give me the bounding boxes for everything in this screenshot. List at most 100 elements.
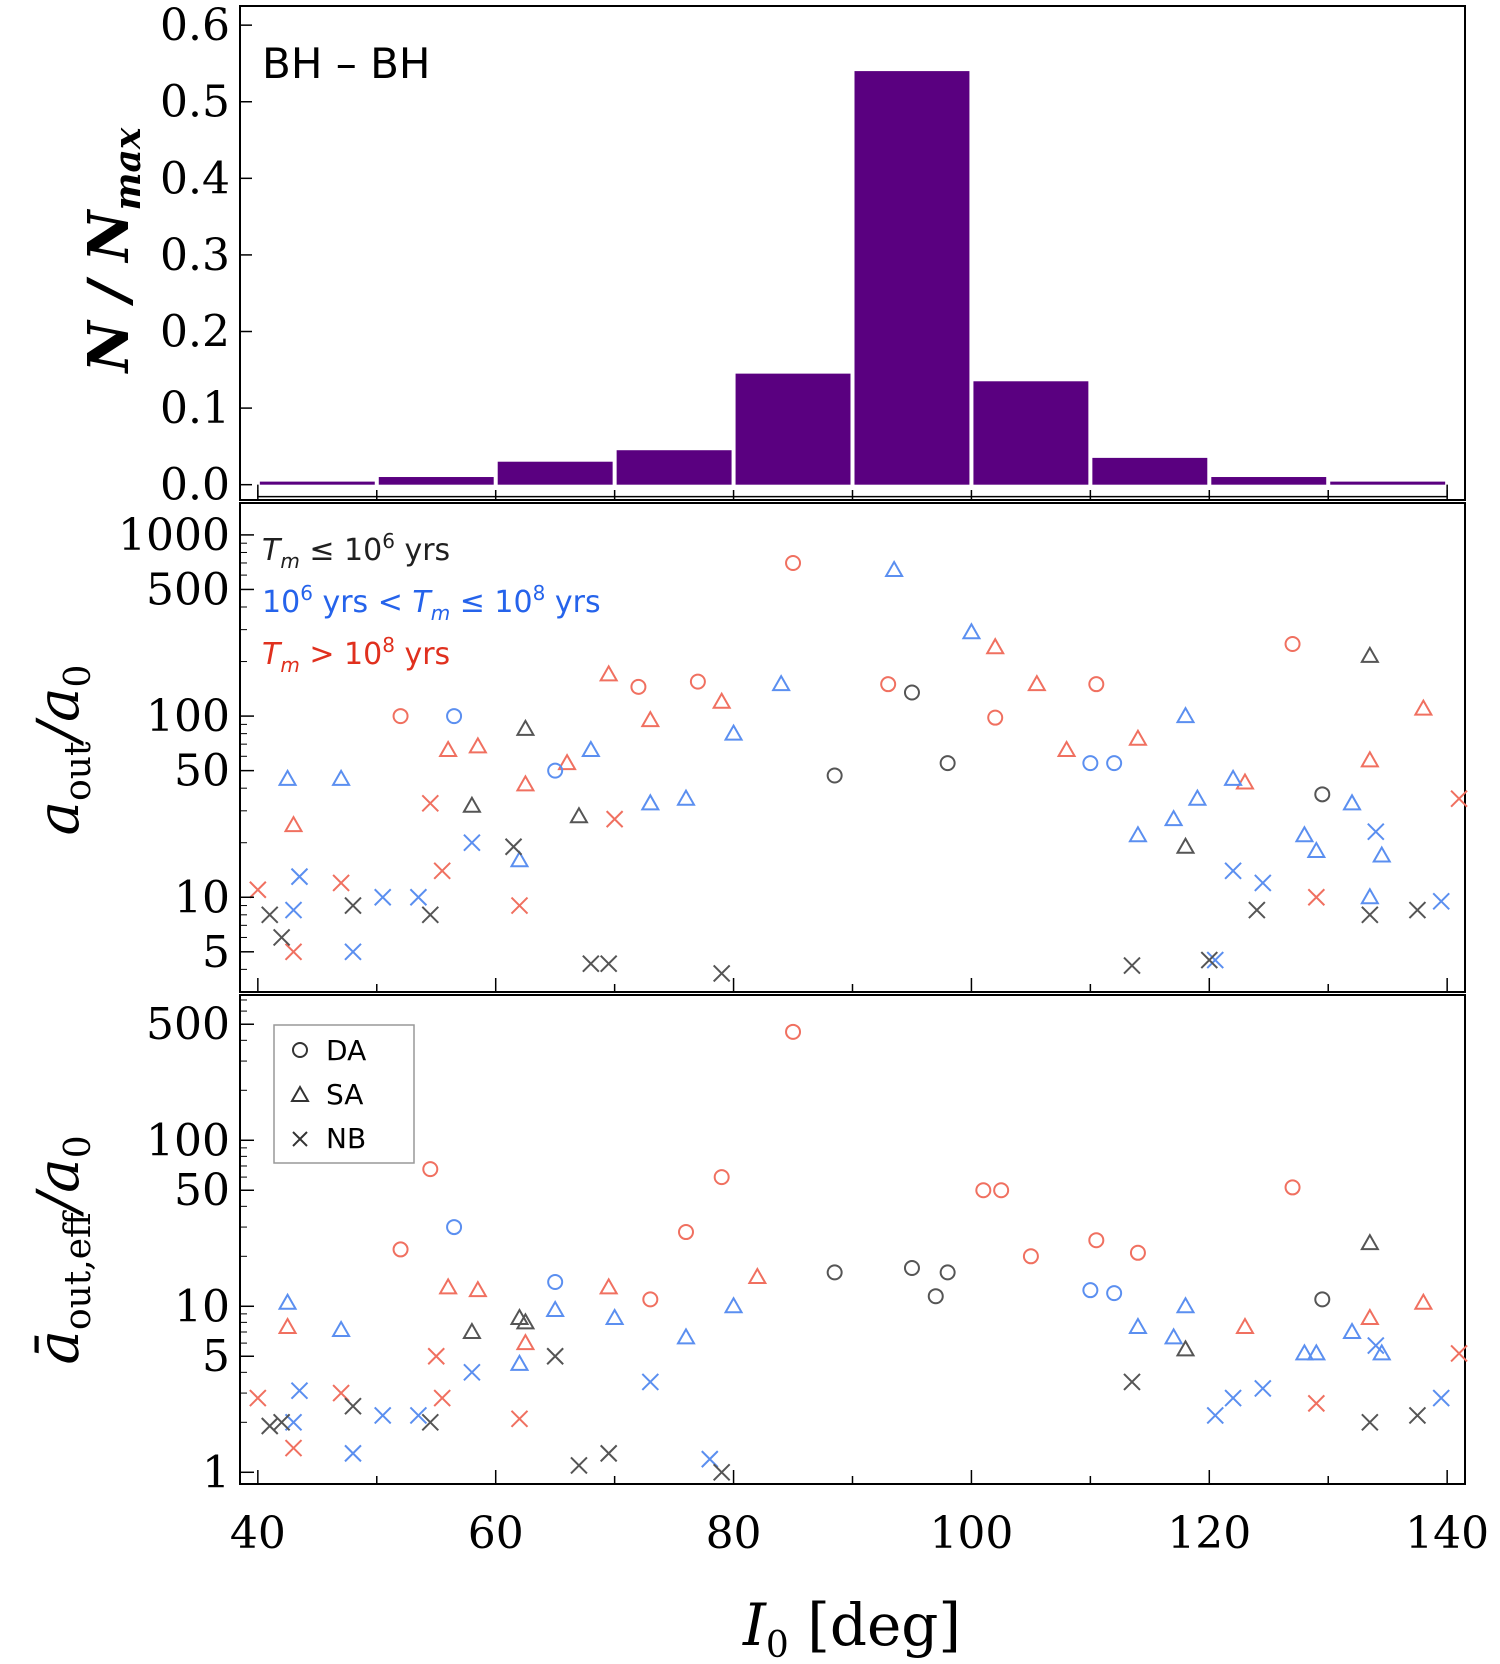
a-out-points [249,554,1468,983]
marker-legend: DA SA NB [273,1024,415,1164]
data-point-sa-8 [438,1277,458,1295]
data-point-sa-56 [676,1327,696,1345]
x-label-sub: 0 [766,1625,789,1664]
data-point-da-28 [642,1291,659,1308]
data-point-nb-51 [284,901,303,919]
data-point-nb-74 [1408,1406,1427,1425]
data-point-nb-69 [261,1417,279,1435]
histogram-y-label-main: N / N [76,209,142,375]
histogram-bar-9 [1211,477,1327,485]
data-point-sa-43 [1294,1343,1315,1361]
histogram-y-tick-label: 0.3 [160,230,230,281]
data-point-nb-14 [427,1347,445,1365]
legend-tm-short: Tm ≤ 106 yrs [262,529,450,573]
data-point-da-3 [975,1182,992,1199]
data-point-sa-68 [515,718,536,736]
data-point-nb-77 [272,928,291,947]
data-point-nb-18 [433,862,451,880]
data-point-nb-87 [599,954,618,973]
y-tick-label: 1 [202,1447,230,1498]
data-point-da-62 [939,1264,956,1281]
data-point-sa-56 [1187,788,1208,806]
data-point-nb-15 [433,1389,451,1407]
data-point-sa-27 [711,691,732,709]
data-point-nb-71 [504,838,523,856]
data-point-sa-43 [1294,825,1315,843]
data-point-sa-30 [277,1292,298,1310]
a-out-y-axis-label: aout/a0 [24,665,99,836]
data-point-sa-54 [1128,1317,1148,1335]
data-point-da-63 [1106,755,1123,772]
data-point-da-7 [392,1241,409,1258]
data-point-da-4 [993,1182,1010,1199]
data-point-da-81 [939,755,956,772]
histogram-annotation: BH – BH [262,39,431,88]
data-point-da-23 [1129,1244,1146,1261]
data-point-nb-16 [510,1410,529,1428]
histogram-panel: 0.0 0.1 0.2 0.3 0.4 0.5 0.6 BH – BH N / Nmax [76,0,1466,511]
data-point-sa-32 [884,560,904,578]
data-point-nb-14 [249,881,267,899]
legend-nb-label: NB [326,1122,366,1155]
data-point-nb-48 [1432,1389,1450,1407]
legend-tm-long: Tm > 108 yrs [262,633,450,677]
data-point-sa-25 [747,1267,768,1285]
x-tick-label-60: 60 [468,1508,524,1559]
data-point-sa-57 [604,1307,625,1325]
data-point-sa-8 [468,736,488,754]
data-point-da-29 [880,676,897,693]
data-point-da-80 [903,684,920,701]
data-point-sa-25 [557,753,577,771]
data-point-nb-75 [1123,1373,1141,1391]
data-point-sa-41 [509,850,530,868]
data-point-sa-57 [1223,768,1243,786]
data-point-da-24 [1022,1248,1039,1265]
data-point-nb-76 [261,906,279,924]
histogram-bars [257,71,1448,500]
legend-da-icon [292,1042,308,1058]
data-point-da-1 [1284,635,1301,652]
data-point-da-38 [547,762,564,779]
histogram-y-tick-label: 0.0 [160,460,230,511]
data-point-nb-86 [582,954,600,973]
y-tick-label: 100 [146,691,230,742]
data-point-sa-5 [1413,698,1434,716]
data-point-nb-19 [510,896,529,915]
data-point-sa-37 [331,768,351,786]
data-point-nb-46 [1367,823,1385,841]
data-point-nb-17 [1307,1394,1326,1413]
histogram-bar-3 [497,461,613,485]
data-point-nb-79 [712,1463,731,1481]
y-tick-label: 5 [202,927,230,978]
data-point-nb-52 [374,888,392,906]
legend-sa-icon [290,1084,310,1102]
y-tick-label: 5 [202,1331,230,1382]
data-point-sa-9 [283,815,304,833]
legend-sa-label: SA [326,1078,363,1111]
data-point-da-24 [689,673,706,690]
marker-legend-box [273,1024,415,1164]
data-point-sa-39 [581,739,601,757]
data-point-sa-45 [1372,845,1392,863]
data-point-sa-31 [1056,739,1077,757]
data-point-sa-69 [462,795,482,813]
data-point-nb-38 [344,1444,362,1463]
data-point-sa-64 [723,723,744,741]
data-point-nb-15 [284,943,303,961]
y-tick-label: 500 [146,564,230,615]
histogram-bar-4 [616,450,732,485]
data-point-sa-41 [1175,1296,1196,1314]
data-point-nb-50 [1254,1379,1272,1398]
data-point-sa-21 [1235,772,1255,790]
data-point-sa-46 [1372,1343,1392,1361]
data-point-nb-80 [546,1347,564,1365]
y-tick-label: 50 [174,1165,230,1216]
data-point-da-52 [1082,1282,1099,1299]
data-point-da-64 [826,1264,843,1281]
data-point-sa-9 [468,1280,488,1298]
data-point-sa-73 [1175,836,1196,854]
data-point-nb-72 [421,1413,439,1432]
